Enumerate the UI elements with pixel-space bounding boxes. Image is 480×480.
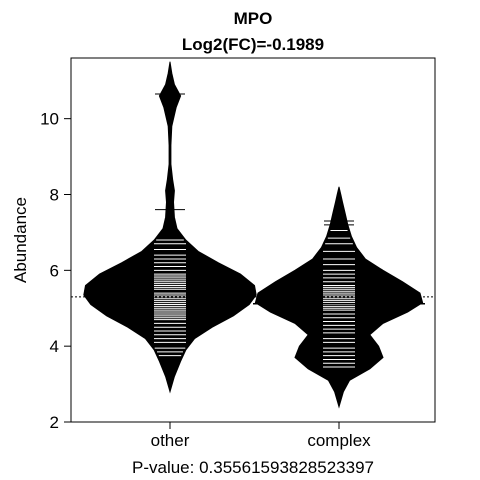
x-axis: other complex [151, 422, 371, 450]
y-axis-label: Abundance [11, 197, 30, 283]
x-axis-label: P-value: 0.35561593828523397 [132, 458, 374, 477]
beans-layer [83, 61, 425, 409]
x-tick-label-complex: complex [307, 431, 371, 450]
x-tick-label-other: other [151, 431, 190, 450]
chart-title: MPO [234, 9, 273, 28]
plot-frame [70, 57, 436, 423]
y-tick-label: 6 [50, 261, 59, 280]
y-tick-label: 10 [40, 110, 59, 129]
y-tick-label: 2 [50, 413, 59, 432]
y-axis: 2 4 6 8 10 [40, 110, 71, 432]
chart-subtitle: Log2(FC)=-0.1989 [182, 35, 324, 54]
y-tick-label: 4 [50, 337, 59, 356]
y-tick-label: 8 [50, 186, 59, 205]
